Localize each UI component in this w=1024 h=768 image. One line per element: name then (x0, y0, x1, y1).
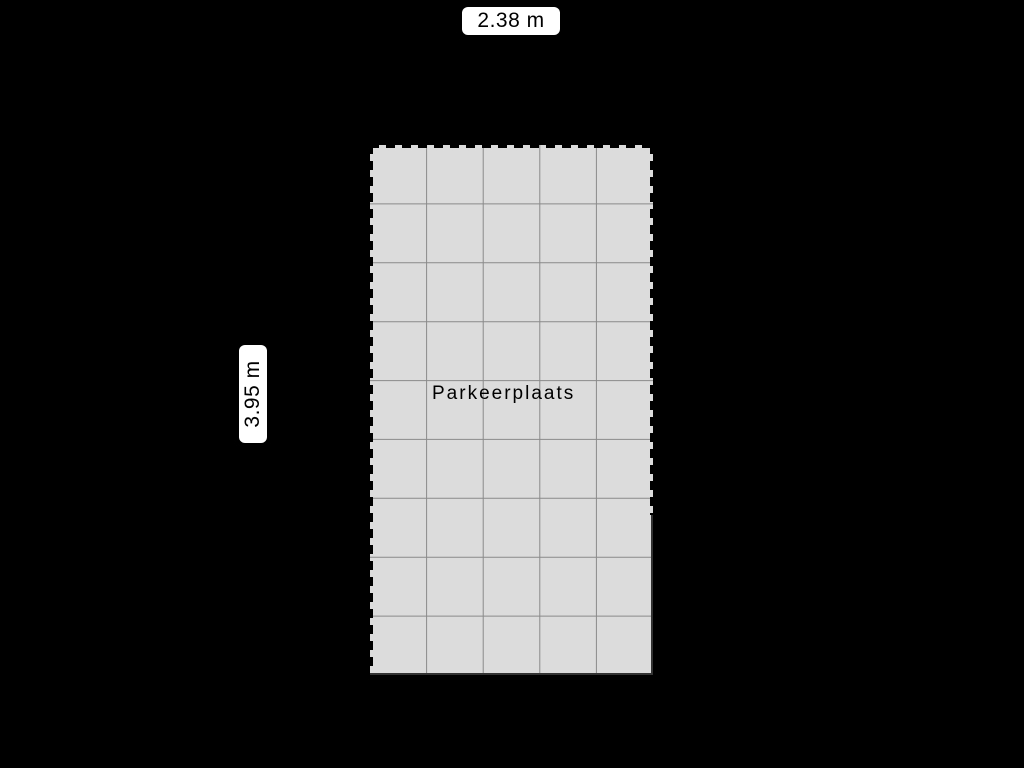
room-label: Parkeerplaats (432, 383, 575, 405)
dimension-left-text: 3.95 m (241, 360, 265, 427)
room-bottom-edge (370, 673, 653, 675)
room-dashed-outline (365, 140, 658, 680)
dimension-top-text: 2.38 m (477, 9, 544, 33)
dimension-top: 2.38 m (462, 7, 560, 35)
room-right-lower-edge (651, 515, 653, 675)
dimension-left: 3.95 m (239, 345, 267, 443)
floorplan-canvas: 2.38 m 3.95 m Parkeerplaats (0, 0, 1024, 768)
